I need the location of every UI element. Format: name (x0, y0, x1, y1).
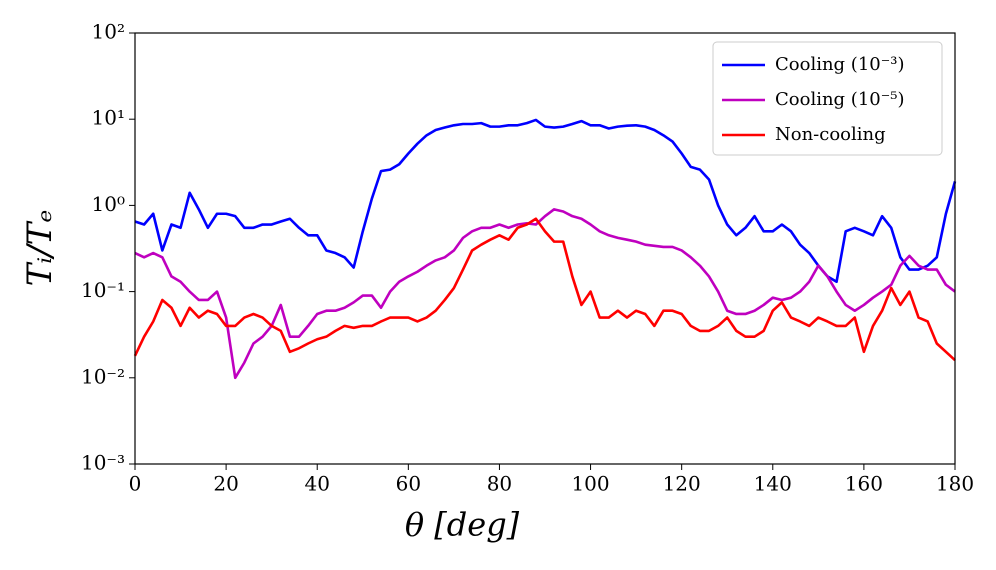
y-tick-label: 10⁰ (92, 192, 125, 216)
x-tick-label: 0 (129, 472, 142, 496)
x-tick-label: 80 (487, 472, 512, 496)
x-tick-label: 20 (213, 472, 238, 496)
plot-frame (134, 32, 956, 465)
legend-box (712, 41, 943, 156)
legend-label: Cooling (10⁻⁵) (775, 89, 904, 110)
x-tick-label: 120 (663, 472, 701, 496)
y-tick-label: 10² (92, 20, 125, 44)
y-tick-label: 10⁻³ (81, 451, 125, 475)
x-axis-label: θ [deg] (405, 506, 520, 544)
series-line (133, 217, 956, 362)
y-tick-label: 10⁻² (81, 364, 125, 388)
legend-label: Cooling (10⁻³) (775, 54, 904, 75)
y-tick-label: 10¹ (92, 106, 125, 130)
y-axis-label: Tᵢ/Tₑ (20, 210, 60, 287)
x-tick-label: 60 (396, 472, 421, 496)
legend-label: Non-cooling (775, 124, 886, 145)
x-tick-label: 160 (845, 472, 883, 496)
x-tick-label: 40 (304, 472, 329, 496)
x-tick-label: 140 (754, 472, 792, 496)
y-tick-label: 10⁻¹ (81, 278, 125, 302)
x-tick-label: 100 (571, 472, 609, 496)
x-tick-label: 180 (936, 472, 974, 496)
series-line (134, 208, 956, 380)
